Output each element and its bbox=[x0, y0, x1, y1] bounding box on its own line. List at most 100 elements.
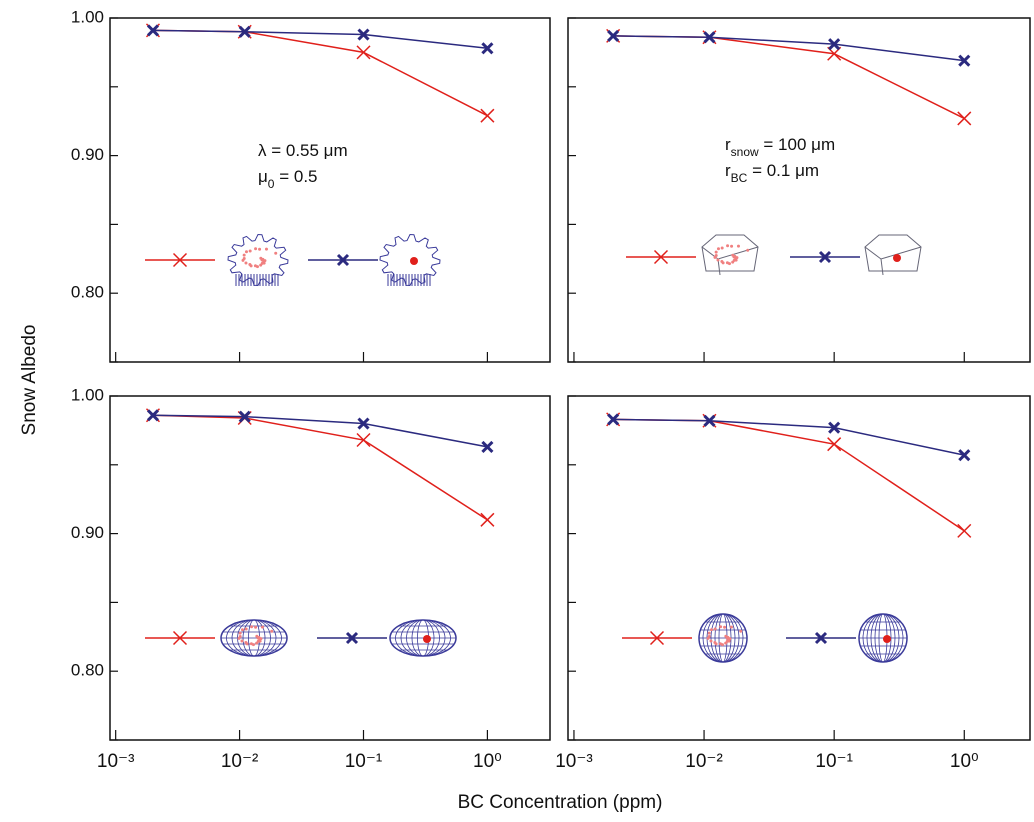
icon-dot bbox=[726, 244, 730, 248]
x-tick-label: 10⁻³ bbox=[97, 751, 135, 772]
icon-dot bbox=[250, 625, 254, 629]
marker-stroke bbox=[356, 433, 371, 448]
icon-dot bbox=[728, 637, 732, 641]
marker bbox=[957, 523, 972, 538]
icon-dot bbox=[263, 259, 267, 263]
marker-stroke bbox=[238, 410, 251, 423]
marker bbox=[357, 28, 370, 41]
icon-dot bbox=[731, 260, 735, 264]
marker bbox=[146, 24, 160, 37]
x-tick-label: 10⁰ bbox=[473, 751, 502, 772]
marker bbox=[481, 440, 494, 453]
marker-stroke bbox=[480, 512, 495, 527]
icon-dot bbox=[244, 250, 248, 254]
marker bbox=[957, 111, 972, 126]
icon-dot bbox=[713, 255, 717, 259]
marker-stroke bbox=[828, 421, 841, 434]
marker bbox=[146, 409, 160, 422]
y-tick-label: 0.90 bbox=[71, 523, 104, 542]
icon-dot bbox=[736, 244, 740, 248]
marker-stroke bbox=[607, 413, 620, 426]
icon-dot bbox=[274, 251, 278, 255]
y-tick-label: 1.00 bbox=[71, 385, 104, 404]
marker bbox=[481, 42, 494, 55]
plot-frame bbox=[109, 395, 551, 741]
icon-dot bbox=[245, 642, 249, 646]
icon-dot bbox=[721, 261, 725, 265]
icon-dot bbox=[242, 253, 246, 257]
legend-marker bbox=[649, 630, 665, 646]
icon-edge bbox=[880, 258, 884, 276]
annotation-text: = 0.5 bbox=[274, 167, 317, 186]
series-line bbox=[613, 35, 965, 62]
series-line bbox=[152, 29, 488, 50]
marker bbox=[238, 25, 251, 38]
marker-stroke bbox=[357, 417, 370, 430]
annotation-text: μ bbox=[258, 167, 268, 186]
marker-stroke bbox=[238, 25, 251, 38]
icon-dot bbox=[716, 247, 720, 251]
annotation-text: = 100 μm bbox=[759, 135, 835, 154]
icon-dot bbox=[258, 247, 262, 251]
marker-stroke bbox=[957, 523, 972, 538]
series-line bbox=[613, 35, 965, 120]
plot-frame bbox=[567, 17, 1031, 363]
icon-dot bbox=[716, 258, 720, 262]
legend-marker bbox=[172, 630, 188, 646]
annotation-text: r bbox=[725, 135, 731, 154]
icon-dot bbox=[720, 643, 724, 647]
annotation-subscript: 0 bbox=[268, 177, 275, 191]
legend-marker bbox=[818, 250, 832, 264]
icon-dot bbox=[709, 639, 713, 643]
icon-dot bbox=[709, 628, 713, 632]
y-tick-label: 0.80 bbox=[71, 661, 104, 680]
marker-stroke bbox=[146, 24, 160, 37]
icon-dot bbox=[259, 256, 263, 260]
icon-dot bbox=[727, 639, 731, 643]
icon-dot bbox=[238, 631, 242, 635]
icon-dot bbox=[883, 635, 891, 643]
particle-icon bbox=[389, 619, 457, 657]
icon-outline bbox=[379, 233, 441, 287]
particle-icon bbox=[220, 619, 288, 657]
icon-dot bbox=[259, 637, 263, 641]
marker bbox=[238, 410, 251, 423]
icon-dot bbox=[249, 264, 253, 268]
marker bbox=[703, 414, 716, 427]
icon-dot bbox=[724, 641, 728, 645]
x-axis-label: BC Concentration (ppm) bbox=[458, 792, 663, 813]
marker-stroke bbox=[481, 440, 494, 453]
icon-dot bbox=[729, 625, 733, 629]
icon-dot bbox=[719, 625, 723, 629]
marker bbox=[356, 45, 371, 60]
y-tick-label: 0.80 bbox=[71, 283, 104, 302]
particle-icon bbox=[379, 233, 441, 287]
marker-stroke bbox=[481, 42, 494, 55]
icon-dot bbox=[720, 246, 724, 250]
marker bbox=[703, 31, 716, 44]
particle-icon bbox=[698, 613, 748, 663]
marker-stroke bbox=[703, 31, 716, 44]
x-tick-label: 10⁻¹ bbox=[815, 751, 853, 772]
marker bbox=[827, 437, 842, 452]
icon-dot bbox=[734, 258, 738, 262]
icon-dot bbox=[240, 628, 244, 632]
marker-stroke bbox=[958, 54, 971, 67]
marker-stroke bbox=[828, 38, 841, 51]
icon-dot bbox=[724, 634, 728, 638]
annotation: μ0 = 0.5 bbox=[258, 167, 318, 191]
marker bbox=[607, 413, 620, 426]
marker bbox=[357, 417, 370, 430]
legend-marker bbox=[653, 249, 669, 265]
marker bbox=[828, 421, 841, 434]
annotation-subscript: BC bbox=[731, 171, 748, 185]
icon-dot bbox=[746, 248, 750, 252]
icon-dot bbox=[251, 643, 255, 647]
icon-dot bbox=[255, 265, 259, 269]
particle-icon bbox=[864, 234, 922, 276]
icon-dot bbox=[240, 639, 244, 643]
x-tick-label: 10⁻² bbox=[685, 751, 723, 772]
icon-dot bbox=[258, 639, 262, 643]
icon-dot bbox=[714, 250, 718, 254]
